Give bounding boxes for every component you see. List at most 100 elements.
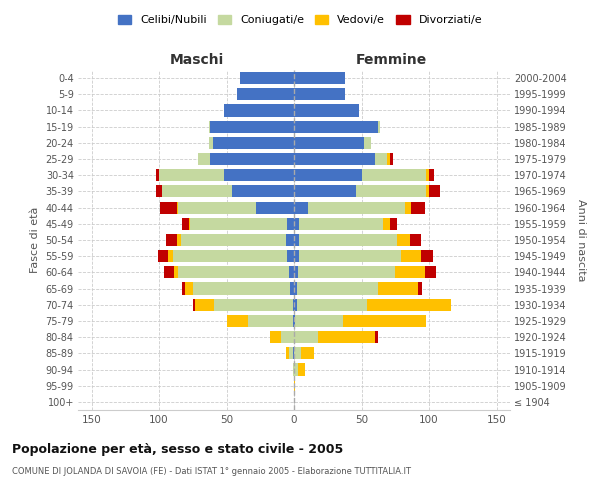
- Bar: [299, 234, 397, 246]
- Bar: [173, 250, 287, 262]
- Bar: [166, 234, 176, 246]
- Bar: [193, 298, 196, 311]
- Bar: [375, 153, 387, 165]
- Bar: [281, 331, 294, 343]
- Bar: [298, 364, 305, 376]
- Bar: [289, 266, 294, 278]
- Bar: [213, 137, 294, 149]
- Bar: [214, 298, 293, 311]
- Bar: [293, 364, 294, 376]
- Bar: [294, 120, 378, 132]
- Bar: [294, 153, 375, 165]
- Bar: [178, 202, 256, 213]
- Bar: [196, 298, 214, 311]
- Bar: [248, 315, 293, 327]
- Bar: [418, 282, 422, 294]
- Bar: [378, 120, 380, 132]
- Bar: [294, 88, 346, 101]
- Bar: [294, 186, 356, 198]
- Bar: [227, 315, 248, 327]
- Bar: [294, 364, 298, 376]
- Text: Femmine: Femmine: [356, 53, 427, 67]
- Bar: [296, 282, 378, 294]
- Bar: [378, 282, 418, 294]
- Bar: [174, 266, 178, 278]
- Bar: [176, 202, 178, 213]
- Bar: [159, 169, 224, 181]
- Bar: [401, 250, 421, 262]
- Bar: [158, 250, 169, 262]
- Bar: [375, 331, 378, 343]
- Bar: [343, 315, 427, 327]
- Bar: [299, 218, 383, 230]
- Bar: [421, 250, 433, 262]
- Bar: [224, 169, 294, 181]
- Bar: [294, 348, 301, 360]
- Bar: [425, 266, 436, 278]
- Bar: [405, 202, 412, 213]
- Bar: [427, 186, 429, 198]
- Bar: [294, 282, 296, 294]
- Bar: [294, 266, 298, 278]
- Bar: [364, 137, 371, 149]
- Bar: [161, 186, 232, 198]
- Bar: [299, 250, 401, 262]
- Bar: [160, 202, 176, 213]
- Bar: [256, 202, 294, 213]
- Bar: [294, 72, 346, 84]
- Legend: Celibi/Nubili, Coniugati/e, Vedovi/e, Divorziati/e: Celibi/Nubili, Coniugati/e, Vedovi/e, Di…: [113, 10, 487, 30]
- Bar: [210, 120, 294, 132]
- Bar: [286, 234, 294, 246]
- Bar: [301, 348, 314, 360]
- Bar: [367, 298, 451, 311]
- Bar: [210, 153, 294, 165]
- Bar: [412, 202, 425, 213]
- Bar: [387, 153, 390, 165]
- Bar: [294, 315, 295, 327]
- Text: Popolazione per età, sesso e stato civile - 2005: Popolazione per età, sesso e stato civil…: [12, 442, 343, 456]
- Bar: [286, 348, 289, 360]
- Bar: [356, 186, 427, 198]
- Y-axis label: Anni di nascita: Anni di nascita: [577, 198, 586, 281]
- Bar: [176, 234, 181, 246]
- Text: COMUNE DI JOLANDA DI SAVOIA (FE) - Dati ISTAT 1° gennaio 2005 - Elaborazione TUT: COMUNE DI JOLANDA DI SAVOIA (FE) - Dati …: [12, 468, 411, 476]
- Bar: [198, 153, 210, 165]
- Bar: [188, 218, 190, 230]
- Bar: [397, 234, 410, 246]
- Bar: [209, 137, 213, 149]
- Bar: [287, 218, 294, 230]
- Bar: [193, 282, 290, 294]
- Bar: [190, 218, 287, 230]
- Y-axis label: Fasce di età: Fasce di età: [30, 207, 40, 273]
- Bar: [295, 315, 343, 327]
- Bar: [290, 282, 294, 294]
- Bar: [294, 202, 308, 213]
- Bar: [383, 218, 390, 230]
- Bar: [410, 234, 421, 246]
- Bar: [427, 169, 429, 181]
- Bar: [296, 298, 367, 311]
- Bar: [156, 186, 161, 198]
- Bar: [238, 88, 294, 101]
- Bar: [293, 298, 294, 311]
- Bar: [181, 234, 286, 246]
- Bar: [429, 169, 434, 181]
- Bar: [294, 298, 296, 311]
- Bar: [293, 315, 294, 327]
- Bar: [294, 169, 361, 181]
- Bar: [308, 202, 405, 213]
- Bar: [156, 169, 159, 181]
- Bar: [270, 331, 281, 343]
- Bar: [390, 218, 397, 230]
- Bar: [294, 137, 364, 149]
- Bar: [294, 104, 359, 117]
- Bar: [289, 348, 293, 360]
- Bar: [232, 186, 294, 198]
- Text: Maschi: Maschi: [170, 53, 224, 67]
- Bar: [294, 218, 299, 230]
- Bar: [294, 331, 319, 343]
- Bar: [294, 380, 295, 392]
- Bar: [361, 169, 426, 181]
- Bar: [240, 72, 294, 84]
- Bar: [294, 234, 299, 246]
